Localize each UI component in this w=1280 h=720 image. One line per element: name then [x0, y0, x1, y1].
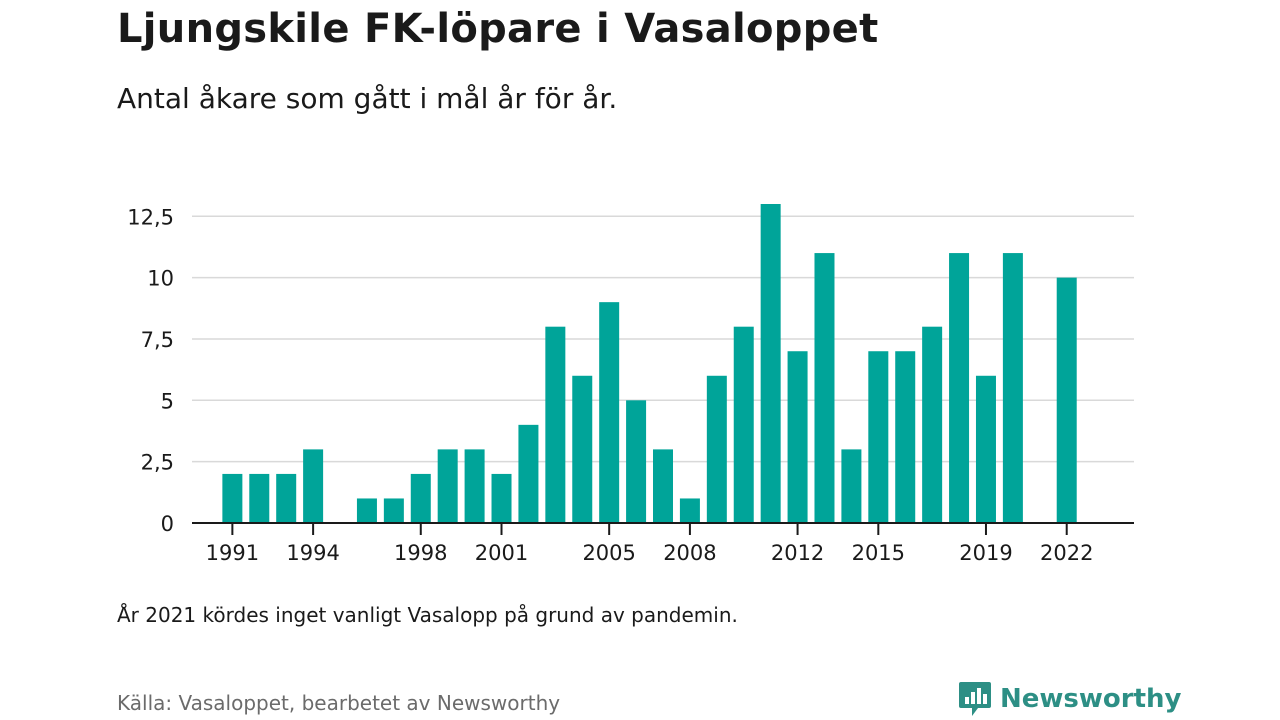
bar-2017: [922, 326, 943, 523]
bar-2000: [464, 449, 485, 523]
bar-2006: [626, 400, 647, 523]
chart-note: År 2021 kördes inget vanligt Vasalopp på…: [117, 603, 738, 627]
bar-2012: [787, 351, 808, 523]
x-tick-label: 2008: [663, 541, 716, 565]
x-tick-label: 2019: [959, 541, 1012, 565]
bar-2022: [1056, 277, 1077, 523]
x-tick-label: 2005: [582, 541, 635, 565]
bar-1994: [303, 449, 324, 523]
bar-2005: [599, 302, 620, 523]
bar-2001: [491, 473, 512, 523]
bar-1999: [437, 449, 458, 523]
y-tick-label: 7,5: [141, 328, 174, 352]
x-tick-label: 1998: [394, 541, 447, 565]
bar-2020: [1002, 253, 1023, 524]
x-tick-label: 1991: [206, 541, 259, 565]
bar-2004: [572, 375, 593, 523]
bar-2008: [679, 498, 700, 523]
x-tick-label: 1994: [286, 541, 339, 565]
bar-2010: [733, 326, 754, 523]
bar-1998: [410, 473, 431, 523]
x-axis-ticks: 1991 1994 1998 2001 2005 2008 2012 2015 2019 2022: [206, 523, 1093, 565]
bar-1996: [356, 498, 377, 523]
brand-name: Newsworthy: [1000, 684, 1182, 714]
bar-1992: [249, 473, 270, 523]
bar-2002: [518, 424, 539, 523]
bar-2003: [545, 326, 566, 523]
newsworthy-logo-icon: [959, 682, 991, 716]
x-tick-label: 2022: [1040, 541, 1093, 565]
bar-2014: [841, 449, 862, 523]
bar-1991: [222, 473, 243, 523]
bar-2007: [653, 449, 673, 523]
y-tick-label: 12,5: [127, 205, 174, 229]
y-tick-label: 2,5: [141, 451, 174, 475]
x-tick-label: 2015: [852, 541, 905, 565]
x-tick-label: 2001: [475, 541, 528, 565]
bar-2013: [814, 253, 835, 524]
source-text: Källa: Vasaloppet, bearbetet av Newswort…: [117, 691, 561, 715]
newsworthy-logo: Newsworthy: [958, 680, 1181, 718]
y-axis-ticks: 0 2,5 5 7,5 10 12,5: [127, 205, 174, 536]
bar-2019: [975, 375, 996, 523]
bar-2011: [760, 204, 781, 523]
bar-1993: [276, 473, 297, 523]
bar-2018: [949, 253, 970, 524]
bars: [222, 204, 1077, 524]
bar-2009: [706, 375, 727, 523]
bar-2016: [895, 351, 916, 523]
bar-2015: [868, 351, 889, 523]
chart-subtitle: Antal åkare som gått i mål år för år.: [117, 82, 618, 115]
x-tick-label: 2012: [771, 541, 824, 565]
y-tick-label: 0: [161, 512, 174, 536]
y-tick-label: 5: [161, 389, 174, 413]
y-tick-label: 10: [147, 267, 174, 291]
chart-title: Ljungskile FK-löpare i Vasaloppet: [117, 6, 879, 52]
bar-1997: [383, 498, 404, 523]
